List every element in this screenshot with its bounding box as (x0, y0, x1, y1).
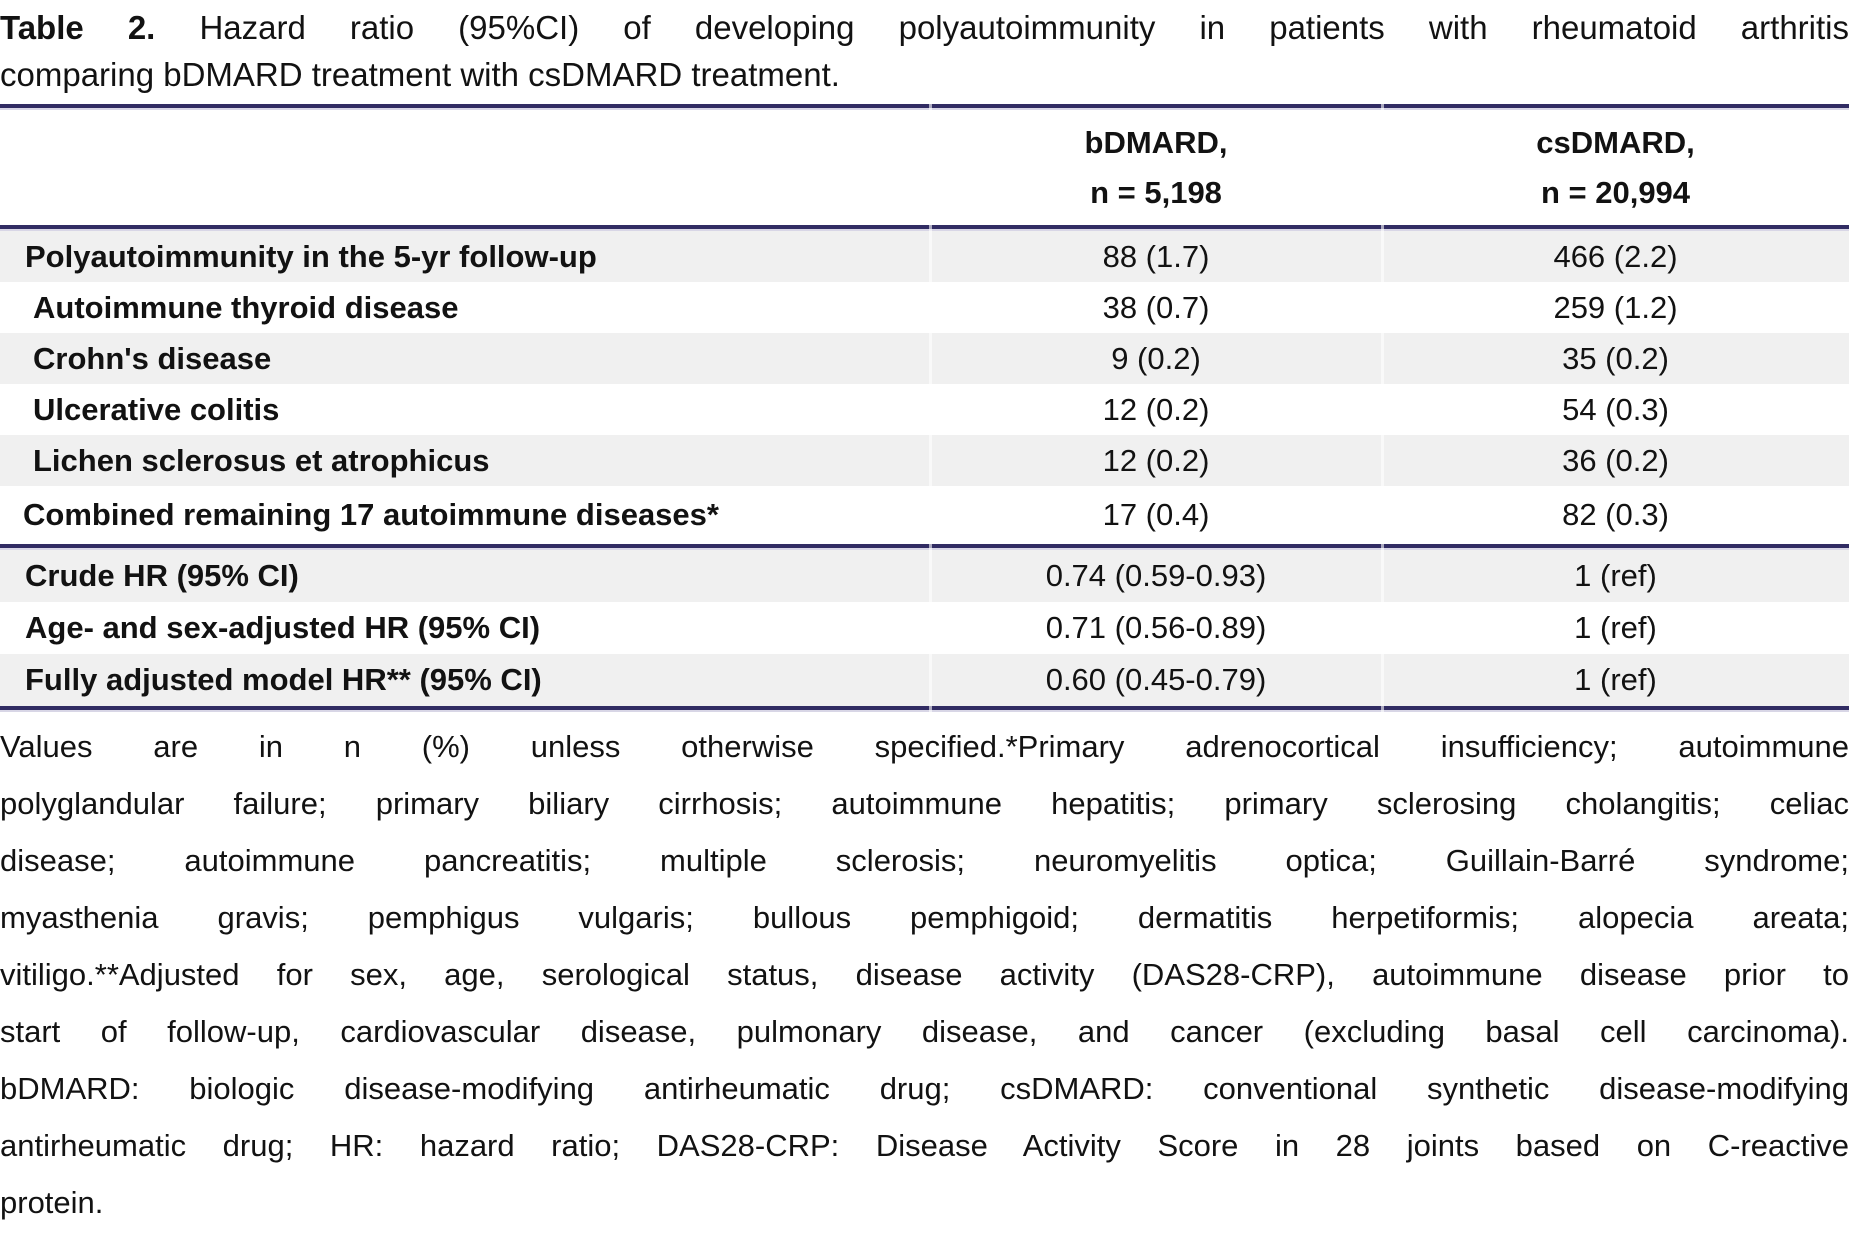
table-row: Combined remaining 17 autoimmune disease… (0, 486, 1849, 544)
csdmard-value: 82 (0.3) (1562, 497, 1669, 532)
bdmard-value: 38 (0.7) (1102, 289, 1210, 325)
table-row: Polyautoimmunity in the 5-yr follow-up 8… (0, 231, 1849, 282)
table-bottom-rule (0, 706, 1849, 712)
table-row: Crohn's disease 9 (0.2) 35 (0.2) (0, 333, 1849, 384)
table-row: Crude HR (95% CI) 0.74 (0.59-0.93) 1 (re… (0, 550, 1849, 602)
header-csdmard-n: n = 20,994 (1540, 174, 1691, 210)
footnote-line: bDMARD: biologic disease-modifying antir… (0, 1071, 1849, 1106)
csdmard-value: 36 (0.2) (1562, 442, 1669, 478)
caption-table-number: Table 2. (0, 9, 156, 46)
footnote-line: antirheumatic drug; HR: hazard ratio; DA… (0, 1128, 1849, 1163)
header-bdmard-name: bDMARD, (1084, 124, 1228, 160)
row-label: Combined remaining 17 autoimmune disease… (23, 497, 719, 532)
bdmard-value: 0.71 (0.56-0.89) (1045, 610, 1267, 645)
row-label: Age- and sex-adjusted HR (95% CI) (25, 610, 541, 645)
mid-rule (0, 544, 1849, 550)
data-table: bDMARD, n = 5,198 csDMARD, n = 20,994 Po… (0, 104, 1849, 712)
caption-line-1: Table 2. Hazard ratio (95%CI) of develop… (0, 4, 1849, 51)
csdmard-value: 1 (ref) (1574, 662, 1657, 697)
row-label: Autoimmune thyroid disease (33, 289, 459, 325)
csdmard-value: 1 (ref) (1574, 558, 1657, 593)
bdmard-value: 12 (0.2) (1102, 391, 1210, 427)
bdmard-value: 0.60 (0.45-0.79) (1045, 662, 1267, 697)
row-label: Fully adjusted model HR** (95% CI) (25, 662, 542, 697)
caption-text: Hazard ratio (95%CI) of developing polya… (199, 9, 1849, 46)
footnote-line: start of follow-up, cardiovascular disea… (0, 1014, 1849, 1049)
table-row: Fully adjusted model HR** (95% CI) 0.60 … (0, 654, 1849, 706)
bdmard-value: 12 (0.2) (1102, 442, 1210, 478)
csdmard-value: 35 (0.2) (1562, 340, 1669, 376)
header-bottom-rule (0, 225, 1849, 231)
row-label: Polyautoimmunity in the 5-yr follow-up (25, 238, 597, 274)
caption-line-2: comparing bDMARD treatment with csDMARD … (0, 56, 840, 93)
header-bdmard-n: n = 5,198 (1090, 174, 1222, 210)
csdmard-value: 259 (1.2) (1553, 289, 1678, 325)
csdmard-value: 466 (2.2) (1553, 238, 1678, 274)
header-csdmard-name: csDMARD, (1536, 124, 1695, 160)
footnote-line: disease; autoimmune pancreatitis; multip… (0, 843, 1849, 878)
row-label: Crohn's disease (33, 340, 272, 376)
bdmard-value: 9 (0.2) (1111, 340, 1201, 376)
csdmard-value: 54 (0.3) (1562, 391, 1669, 427)
row-label: Crude HR (95% CI) (25, 558, 299, 593)
footnote-line: myasthenia gravis; pemphigus vulgaris; b… (0, 900, 1849, 935)
table-row: Ulcerative colitis 12 (0.2) 54 (0.3) (0, 384, 1849, 435)
bdmard-value: 0.74 (0.59-0.93) (1045, 558, 1267, 593)
table-footnotes: Values are in n (%) unless otherwise spe… (0, 712, 1849, 1231)
table-row: Age- and sex-adjusted HR (95% CI) 0.71 (… (0, 602, 1849, 654)
footnote-line: polyglandular failure; primary biliary c… (0, 786, 1849, 821)
bdmard-value: 17 (0.4) (1102, 497, 1210, 532)
csdmard-value: 1 (ref) (1574, 610, 1657, 645)
row-label: Lichen sclerosus et atrophicus (33, 442, 490, 478)
header-csdmard: csDMARD, n = 20,994 (1382, 118, 1849, 218)
table-header-row: bDMARD, n = 5,198 csDMARD, n = 20,994 (0, 110, 1849, 225)
footnote-line: vitiligo.**Adjusted for sex, age, serolo… (0, 957, 1849, 992)
table-row: Lichen sclerosus et atrophicus 12 (0.2) … (0, 435, 1849, 486)
row-label: Ulcerative colitis (33, 391, 280, 427)
footnote-line: Values are in n (%) unless otherwise spe… (0, 729, 1849, 764)
table-caption: Table 2. Hazard ratio (95%CI) of develop… (0, 0, 1849, 104)
bdmard-value: 88 (1.7) (1102, 238, 1210, 274)
footnote-line: protein. (0, 1185, 104, 1220)
table-top-rule (0, 104, 1849, 110)
table-row: Autoimmune thyroid disease 38 (0.7) 259 … (0, 282, 1849, 333)
header-bdmard: bDMARD, n = 5,198 (930, 118, 1382, 218)
